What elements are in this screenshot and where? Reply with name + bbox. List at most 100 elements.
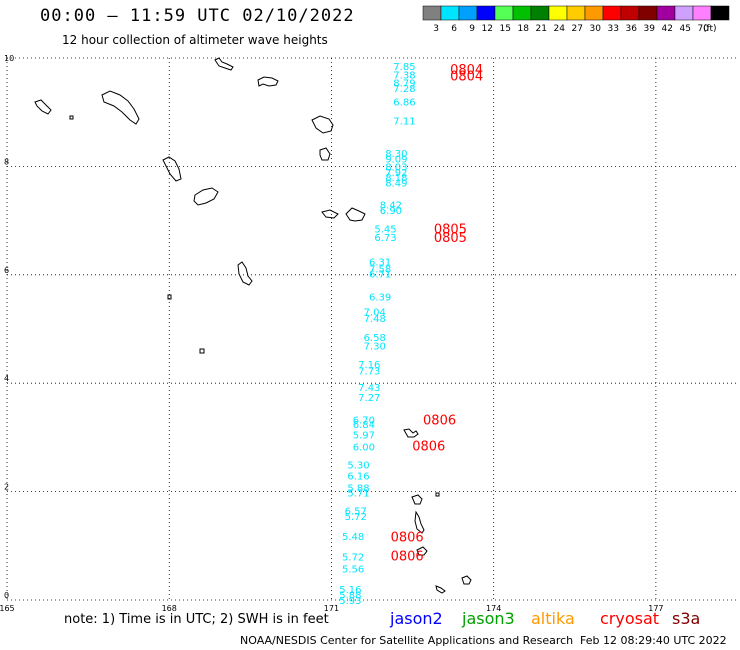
satellite-jason2: jason2 [390, 609, 443, 628]
island-outline [237, 261, 253, 286]
legend-swatch [494, 5, 514, 21]
legend-label: 12 [482, 24, 493, 34]
y-tick-label: 2 [4, 483, 9, 492]
swh-value: 9.09 [385, 154, 407, 165]
island-outline [416, 546, 428, 556]
swh-value: 6.16 [347, 471, 369, 482]
swh-value: 8.18 [385, 173, 407, 184]
y-tick-label: 0 [4, 591, 9, 600]
legend-label: 27 [572, 24, 583, 34]
pass-time-label: 0805 [434, 223, 467, 238]
island-outlines [34, 57, 472, 594]
satellite-s3a: s3a [672, 609, 701, 628]
y-tick-label: 6 [4, 266, 9, 275]
island-outline [69, 115, 74, 120]
color-legend: 3 6 9 12 15 18 21 24 27 30 33 36 39 42 45 70(ft) [422, 5, 730, 34]
island-outline [214, 57, 234, 71]
x-tick-label: 168 [162, 604, 177, 613]
generated-timestamp: Feb 12 08:29:40 UTC 2022 [580, 634, 727, 647]
swh-value: 7.30 [364, 341, 386, 352]
legend-swatch [566, 5, 586, 21]
legend-label: 21 [536, 24, 547, 34]
swh-value: 5.71 [347, 489, 369, 500]
credit-line: NOAA/NESDIS Center for Satellite Applica… [240, 634, 574, 647]
swh-value: 6.58 [364, 333, 386, 344]
y-tick-label: 10 [4, 54, 14, 63]
grid-lines [6, 57, 737, 601]
island-outline [414, 510, 425, 534]
swh-value: 7.43 [358, 383, 380, 394]
swh-value: 7.27 [358, 393, 380, 404]
swh-value: 5.97 [353, 431, 375, 442]
legend-swatch [674, 5, 694, 21]
pass-time-label: 0806 [391, 531, 424, 546]
legend-swatch [620, 5, 640, 21]
legend-swatch [476, 5, 496, 21]
legend-label: 33 [608, 24, 619, 34]
swh-value: 6.31 [369, 257, 391, 268]
legend-swatch [602, 5, 622, 21]
swh-value: 8.49 [385, 179, 407, 190]
legend-label: 70 [698, 24, 710, 34]
swh-value: 6.71 [369, 270, 391, 281]
swh-value: 5.16 [339, 585, 361, 596]
island-outline [321, 209, 339, 219]
swh-value: 7.16 [358, 360, 380, 371]
x-tick-label: 171 [324, 604, 339, 613]
swh-value: 5.88 [347, 483, 369, 494]
swh-value: 5.72 [342, 553, 364, 564]
legend-label: 30 [590, 24, 602, 34]
pass-time-label: 0806 [412, 440, 445, 455]
legend-swatch [656, 5, 676, 21]
island-outline [435, 492, 440, 497]
island-outline [435, 585, 446, 594]
pass-time-label: 0806 [423, 414, 456, 429]
island-outline [34, 99, 52, 115]
swh-value: 5.30 [347, 461, 369, 472]
swh-value: 6.57 [345, 507, 367, 518]
swh-value: 7.38 [393, 70, 415, 81]
swh-value: 5.45 [374, 225, 396, 236]
pass-time-label: 0805 [434, 231, 467, 246]
legend-label: 18 [518, 24, 530, 34]
swh-value: 5.48 [342, 532, 364, 543]
island-outline [319, 147, 331, 161]
legend-label: 9 [469, 24, 475, 34]
swh-value: 8.79 [393, 78, 415, 89]
x-tick-label: 174 [486, 604, 501, 613]
legend-swatch [638, 5, 658, 21]
swh-value: 5.56 [342, 565, 364, 576]
swh-value: 8.30 [385, 149, 407, 160]
swh-value: 7.85 [393, 62, 415, 73]
island-outline [101, 90, 140, 125]
legend-swatch [530, 5, 550, 21]
legend-swatch [422, 5, 442, 21]
legend-label: 3 [433, 24, 439, 34]
swh-value: 6.86 [393, 97, 415, 108]
legend-label: 42 [662, 24, 673, 34]
footnote: note: 1) Time is in UTC; 2) SWH is in fe… [64, 612, 329, 627]
legend-label: 15 [500, 24, 511, 34]
satellite-jason3: jason3 [462, 609, 515, 628]
legend-swatch [584, 5, 604, 21]
swh-value: 6.73 [374, 233, 396, 244]
swh-value: 8.42 [380, 200, 402, 211]
swh-value: 6.90 [380, 206, 402, 217]
island-outline [257, 76, 279, 87]
island-outline [162, 156, 182, 182]
legend-label: 45 [680, 24, 691, 34]
swh-value: 7.28 [393, 84, 415, 95]
legend-swatch [512, 5, 532, 21]
swh-value: 7.04 [364, 308, 386, 319]
island-outline [199, 348, 205, 354]
island-outline [411, 494, 423, 505]
satellite-cryosat: cryosat [600, 609, 660, 628]
swh-value: 7.73 [358, 367, 380, 378]
island-outline [311, 115, 334, 134]
swh-value: 5.72 [345, 512, 367, 523]
x-tick-label: 165 [0, 604, 15, 613]
island-outline [461, 575, 472, 585]
swh-value: 7.92 [385, 168, 407, 179]
